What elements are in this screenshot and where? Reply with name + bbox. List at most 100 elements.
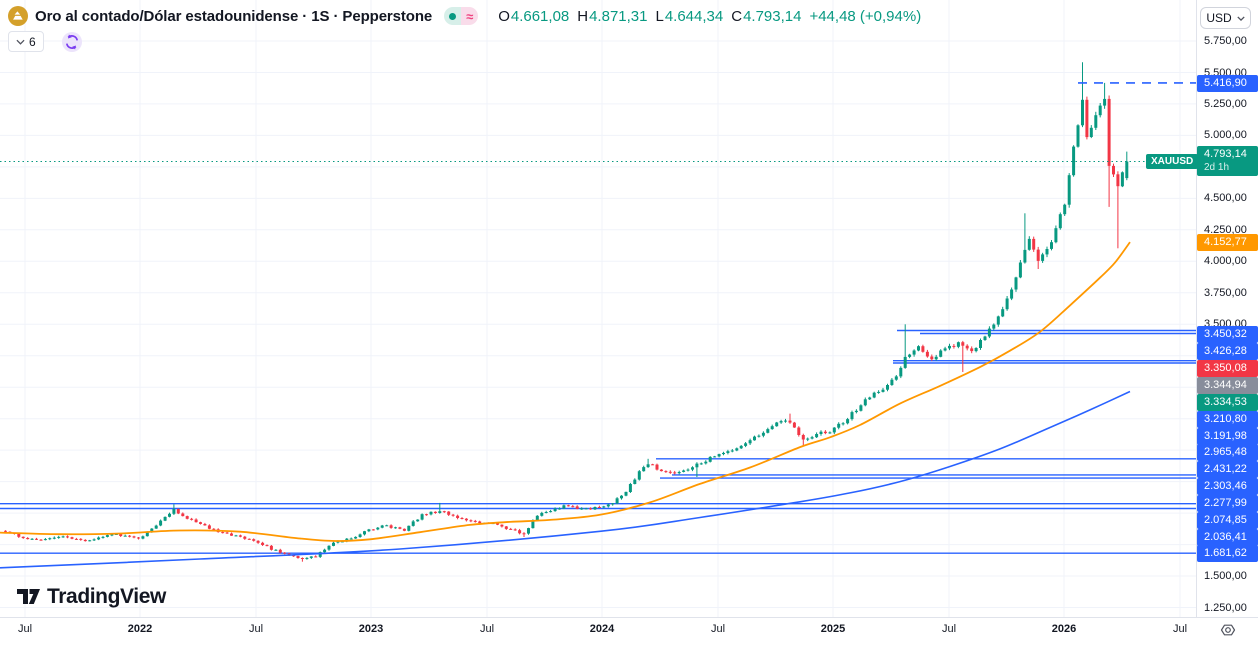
candle-body-down: [425, 514, 428, 516]
candle-body-up: [57, 536, 61, 538]
candle-body-down: [371, 529, 375, 531]
candle-body-up: [908, 354, 912, 357]
candle-body-up: [380, 525, 384, 528]
candle-body-down: [651, 464, 655, 466]
candle-body-down: [225, 532, 229, 534]
candle-body-up: [717, 454, 721, 457]
ohlc-value: 4.793,14: [743, 7, 802, 25]
ohlc-value: 4.871,31: [589, 7, 648, 25]
candle-body-up: [92, 539, 96, 541]
price-axis-separator: [1196, 0, 1197, 617]
candle-body-up: [832, 427, 836, 433]
candle-body-down: [496, 523, 499, 525]
candle-body-up: [1125, 161, 1129, 179]
ohlc-letter: O: [498, 7, 510, 25]
candle-body-up: [704, 461, 708, 464]
candle-body-up: [584, 508, 588, 510]
time-tick-label: 2026: [1051, 623, 1077, 635]
candle-body-down: [970, 348, 974, 352]
candle-body-down: [26, 538, 30, 540]
candle-body-down: [469, 520, 473, 522]
currency-selector-button[interactable]: USD: [1200, 7, 1251, 29]
candle-body-up: [642, 467, 646, 472]
candle-body-up: [695, 463, 699, 468]
candle-body-up: [1018, 262, 1022, 278]
candle-body-up: [1041, 254, 1045, 261]
candle-body-up: [624, 491, 628, 496]
currency-label: USD: [1206, 11, 1232, 25]
candle-body-down: [292, 555, 296, 557]
candle-body-up: [52, 537, 56, 539]
candle-body-down: [451, 514, 455, 516]
candle-body-up: [1094, 115, 1098, 128]
candle-body-down: [21, 536, 25, 538]
candle-body-down: [278, 549, 282, 553]
delayed-data-icon: ≈: [461, 7, 479, 25]
price-level-label: 3.344,94: [1197, 376, 1258, 394]
candle-body-up: [110, 534, 114, 536]
candle-body-down: [199, 522, 202, 524]
candle-body-up: [1103, 98, 1107, 106]
market-open-dot-icon: [444, 7, 462, 25]
candle-body-down: [79, 538, 83, 540]
candle-body-down: [265, 545, 269, 547]
time-tick-label: Jul: [941, 623, 957, 635]
price-tick-label: 4.000,00: [1204, 255, 1247, 268]
price-level-label: 2.303,46: [1197, 477, 1258, 495]
candle-body-down: [70, 537, 74, 539]
ohlc-value: 4.661,08: [510, 7, 570, 25]
candle-body-up: [996, 316, 1000, 325]
candle-body-up: [606, 504, 610, 507]
candle-body-up: [708, 456, 712, 462]
candle-body-down: [961, 342, 965, 346]
candle-body-up: [784, 420, 787, 422]
axis-settings-gear-icon[interactable]: [1220, 622, 1236, 638]
candle-body-up: [620, 495, 623, 499]
candle-body-up: [637, 471, 641, 480]
candle-body-up: [336, 541, 340, 543]
candle-body-up: [540, 512, 544, 516]
candle-body-up: [992, 324, 996, 329]
candle-body-down: [673, 472, 677, 474]
price-level-label: 3.450,32: [1197, 325, 1258, 343]
candle-body-up: [159, 520, 163, 526]
candle-body-down: [74, 538, 78, 540]
candle-body-up: [354, 536, 358, 539]
tradingview-logo[interactable]: TradingView: [16, 584, 166, 609]
candle-body-down: [128, 535, 132, 537]
refresh-icon[interactable]: [61, 31, 82, 52]
time-axis[interactable]: [0, 618, 1258, 646]
candle-body-down: [398, 527, 402, 529]
candle-body-down: [509, 528, 513, 530]
candle-body-up: [562, 505, 566, 509]
market-status-badge[interactable]: ≈: [444, 7, 479, 25]
candle-body-up: [633, 479, 637, 484]
candle-body-up: [628, 484, 632, 492]
ohlc-letter: C: [731, 7, 743, 25]
candle-body-up: [939, 350, 943, 357]
candle-body-up: [682, 470, 686, 472]
indicators-collapse-button[interactable]: 6: [8, 31, 44, 52]
candle-body-up: [735, 448, 739, 451]
candle-body-down: [83, 539, 87, 542]
price-tick-label: 1.250,00: [1204, 601, 1247, 614]
candle-body-up: [1067, 175, 1071, 205]
current-price-label: 4.793,14 2d 1h: [1197, 146, 1258, 176]
candle-body-up: [580, 508, 584, 510]
candle-body-down: [433, 511, 437, 513]
candle-body-down: [35, 538, 38, 540]
candle-body-up: [1058, 214, 1062, 229]
candle-body-up: [535, 515, 539, 521]
price-level-label: 4.152,77: [1197, 233, 1258, 251]
candle-body-up: [274, 549, 278, 551]
ohlc-values: O 4.661,08 H 4.871,31 L 4.644,34 C 4.793,14 +44,…: [490, 8, 921, 25]
candle-body-up: [713, 456, 717, 458]
candle-body-up: [956, 342, 960, 347]
candle-body-down: [478, 521, 482, 524]
candle-body-up: [323, 549, 327, 553]
candle-body-up: [974, 348, 978, 352]
symbol-title[interactable]: Oro al contado/Dólar estadounidense · 1S…: [35, 7, 433, 25]
ohlc-letter: H: [577, 7, 589, 25]
candle-body-up: [1023, 249, 1027, 263]
